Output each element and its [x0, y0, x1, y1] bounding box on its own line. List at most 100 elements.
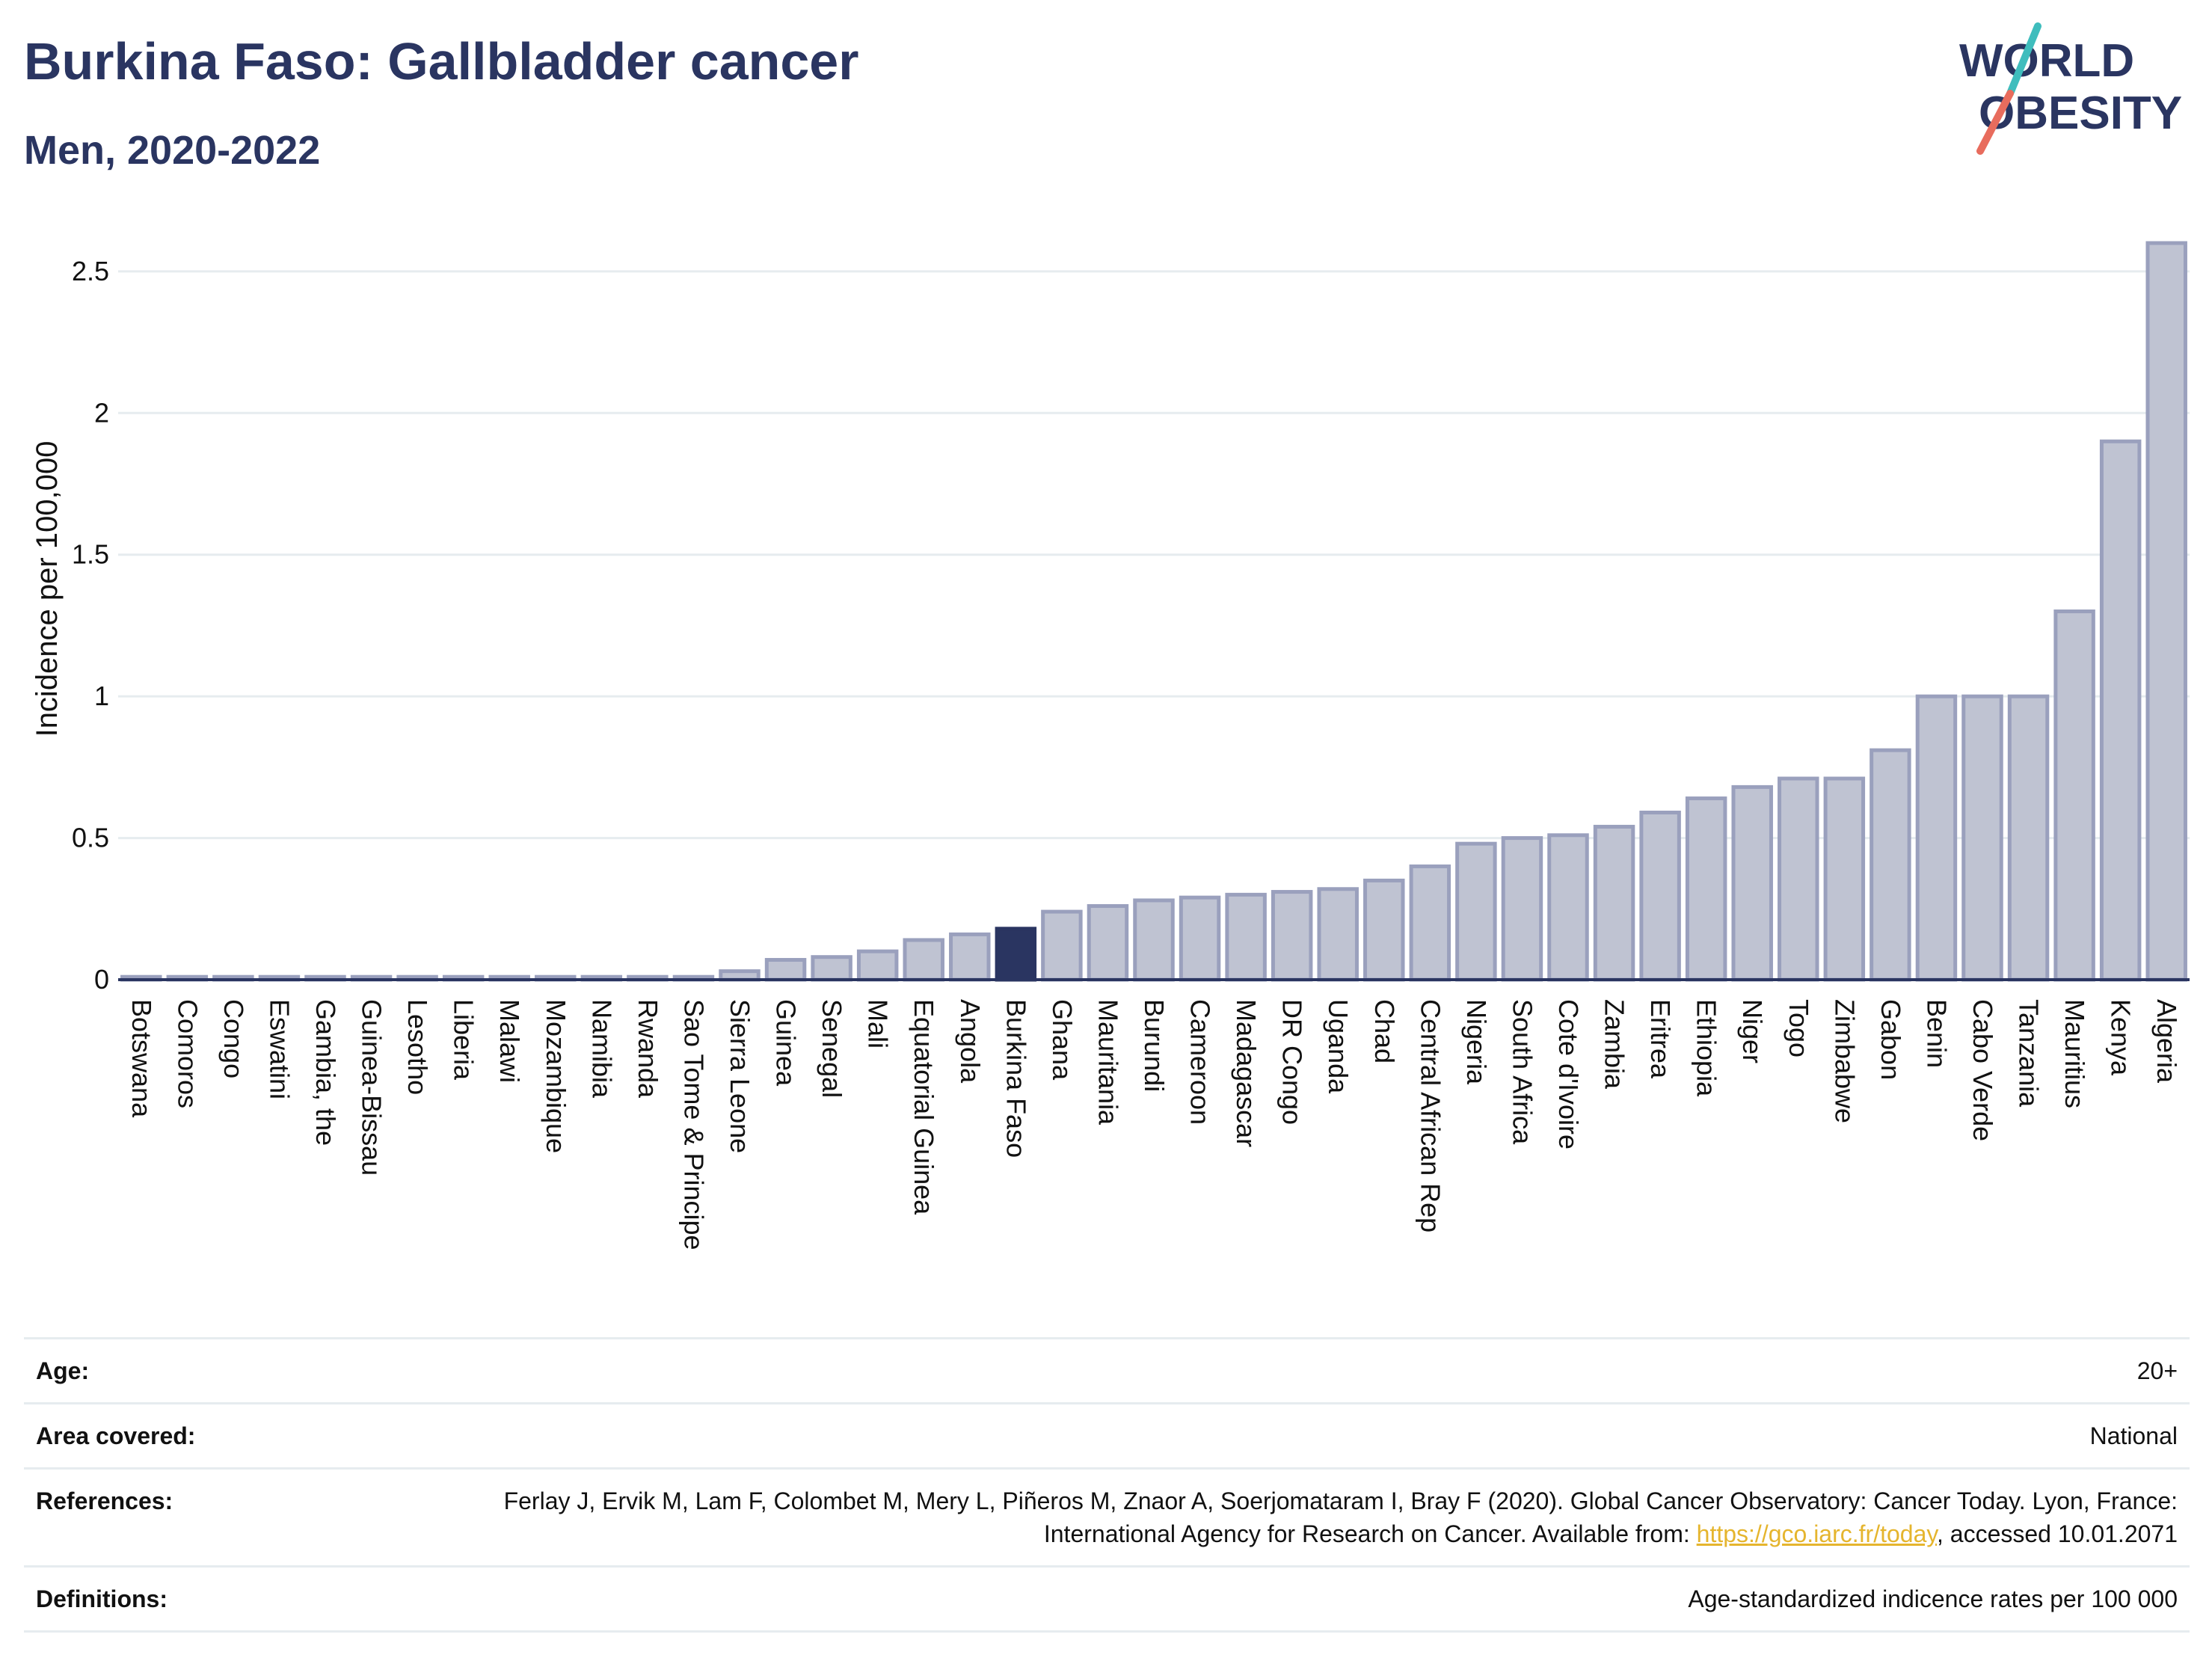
bar-benin	[1915, 694, 1958, 982]
bar-mauritania	[1087, 904, 1129, 982]
x-tick-label: Uganda	[1323, 999, 1354, 1094]
bar-ghana	[1041, 909, 1083, 982]
y-axis-ticks: 0 0.5 1 1.5 2 2.5	[72, 256, 109, 995]
x-tick-label: Senegal	[817, 999, 847, 1098]
references-label: References:	[36, 1487, 173, 1514]
logo-text-world: WORLD	[1959, 35, 2134, 87]
x-tick-label: Lesotho	[402, 999, 433, 1095]
definitions-value: Age-standardized indicence rates per 100…	[1688, 1585, 2178, 1612]
x-tick-label: Malawi	[494, 999, 525, 1083]
bar-eritrea	[1639, 810, 1681, 982]
x-tick-label: Chad	[1369, 999, 1400, 1063]
bar-central-african-rep	[1409, 864, 1451, 982]
x-tick-label: DR Congo	[1277, 999, 1308, 1125]
x-tick-label: Ghana	[1047, 999, 1078, 1081]
bar-tanzania	[2007, 694, 2050, 982]
x-tick-label: Kenya	[2106, 999, 2136, 1076]
bar-burkina-faso	[995, 927, 1037, 982]
references-value: Ferlay J, Ervik M, Lam F, Colombet M, Me…	[467, 1469, 2190, 1567]
x-tick-label: Burkina Faso	[1001, 999, 1031, 1158]
x-tick-label: Mauritania	[1093, 999, 1123, 1126]
x-tick-label: Guinea-Bissau	[357, 999, 387, 1176]
bar-kenya	[2099, 439, 2142, 982]
bar-senegal	[811, 955, 852, 982]
bar-gabon	[1870, 748, 1911, 982]
bar-chart: 0 0.5 1 1.5 2 2.5 Botswana Comoros Congo Eswatin…	[31, 241, 2190, 1250]
x-tick-label: South Africa	[1507, 999, 1537, 1145]
bar-mali	[856, 949, 899, 982]
bar-ethiopia	[1685, 796, 1727, 982]
bar-uganda	[1317, 887, 1359, 982]
y-tick-label: 1	[94, 681, 109, 711]
bar-madagascar	[1225, 892, 1267, 982]
chart-title: Burkina Faso: Gallbladder cancer	[24, 32, 859, 90]
bar-equatorial-guinea	[903, 938, 944, 982]
x-tick-label: Ethiopia	[1692, 999, 1722, 1097]
info-table: Age: 20+ Area covered: National Referenc…	[24, 1337, 2190, 1633]
bar-togo	[1778, 776, 1819, 982]
x-tick-label: Mozambique	[541, 999, 571, 1153]
chart-subtitle: Men, 2020-2022	[24, 128, 321, 173]
bar-chad	[1363, 878, 1405, 982]
y-axis-label: Incidence per 100,000	[31, 441, 64, 737]
bar-zambia	[1593, 824, 1635, 982]
bar-algeria	[2145, 241, 2187, 982]
world-obesity-logo: WORLD OBESITY	[1959, 22, 2182, 155]
x-tick-label: Burundi	[1139, 999, 1170, 1092]
x-tick-label: Botswana	[126, 999, 157, 1118]
bar-cameroon	[1179, 895, 1221, 982]
x-tick-label: Guinea	[771, 999, 802, 1087]
x-tick-label: Gabon	[1875, 999, 1906, 1080]
x-tick-label: Eswatini	[264, 999, 295, 1099]
bar-mauritius	[2053, 610, 2095, 982]
x-tick-label: Zimbabwe	[1829, 999, 1860, 1123]
bar-niger	[1731, 784, 1773, 982]
x-tick-label: Central African Rep	[1415, 999, 1446, 1232]
definitions-label: Definitions:	[36, 1585, 168, 1612]
x-tick-label: Togo	[1784, 999, 1814, 1057]
area-value: National	[2089, 1422, 2178, 1449]
x-tick-label: Namibia	[586, 999, 617, 1099]
x-tick-label: Liberia	[449, 999, 479, 1081]
age-label: Age:	[36, 1357, 90, 1384]
references-text: Ferlay J, Ervik M, Lam F, Colombet M, Me…	[503, 1487, 2178, 1547]
bar-guinea	[764, 957, 807, 982]
x-tick-label: Equatorial Guinea	[909, 999, 939, 1215]
bar-cabo-verde	[1961, 694, 2003, 982]
logo-slash-teal	[2006, 22, 2042, 97]
x-tick-label: Comoros	[172, 999, 203, 1108]
x-tick-label: Cote d'Ivoire	[1553, 999, 1584, 1149]
bars	[120, 241, 2187, 982]
info-row-age: Age: 20+	[24, 1338, 2190, 1404]
area-label: Area covered:	[36, 1422, 196, 1449]
x-tick-label: Sierra Leone	[725, 999, 755, 1153]
x-tick-label: Algeria	[2151, 999, 2182, 1084]
logo-slash-coral	[1976, 90, 2014, 155]
bar-cote-d-ivoire	[1547, 833, 1589, 982]
x-tick-label: Gambia, the	[310, 999, 341, 1146]
x-tick-label: Eritrea	[1645, 999, 1676, 1079]
bar-dr-congo	[1271, 890, 1313, 982]
bar-angola	[949, 932, 991, 982]
x-tick-label: Mauritius	[2059, 999, 2090, 1108]
x-tick-label: Tanzania	[2014, 999, 2044, 1108]
x-axis-labels: Botswana Comoros Congo Eswatini Gambia, the G…	[126, 999, 2182, 1250]
bar-nigeria	[1455, 841, 1497, 982]
bar-zimbabwe	[1823, 776, 1866, 982]
age-value: 20+	[2136, 1357, 2178, 1384]
references-accessed: , accessed 10.01.2071	[1936, 1520, 2178, 1547]
y-tick-label: 1.5	[72, 539, 109, 570]
y-tick-label: 2.5	[72, 256, 109, 286]
y-tick-label: 0.5	[72, 823, 109, 853]
info-row-area: Area covered: National	[24, 1403, 2190, 1469]
x-tick-label: Cabo Verde	[1967, 999, 1998, 1141]
x-tick-label: Zambia	[1600, 999, 1630, 1090]
y-tick-label: 0	[94, 964, 109, 995]
info-row-definitions: Definitions: Age-standardized indicence …	[24, 1566, 2190, 1632]
x-tick-label: Madagascar	[1231, 999, 1262, 1147]
x-tick-label: Rwanda	[633, 999, 663, 1099]
x-tick-label: Sao Tome & Principe	[678, 999, 709, 1250]
references-link[interactable]: https://gco.iarc.fr/today	[1696, 1520, 1937, 1547]
x-tick-label: Nigeria	[1461, 999, 1492, 1085]
bar-burundi	[1133, 898, 1175, 982]
